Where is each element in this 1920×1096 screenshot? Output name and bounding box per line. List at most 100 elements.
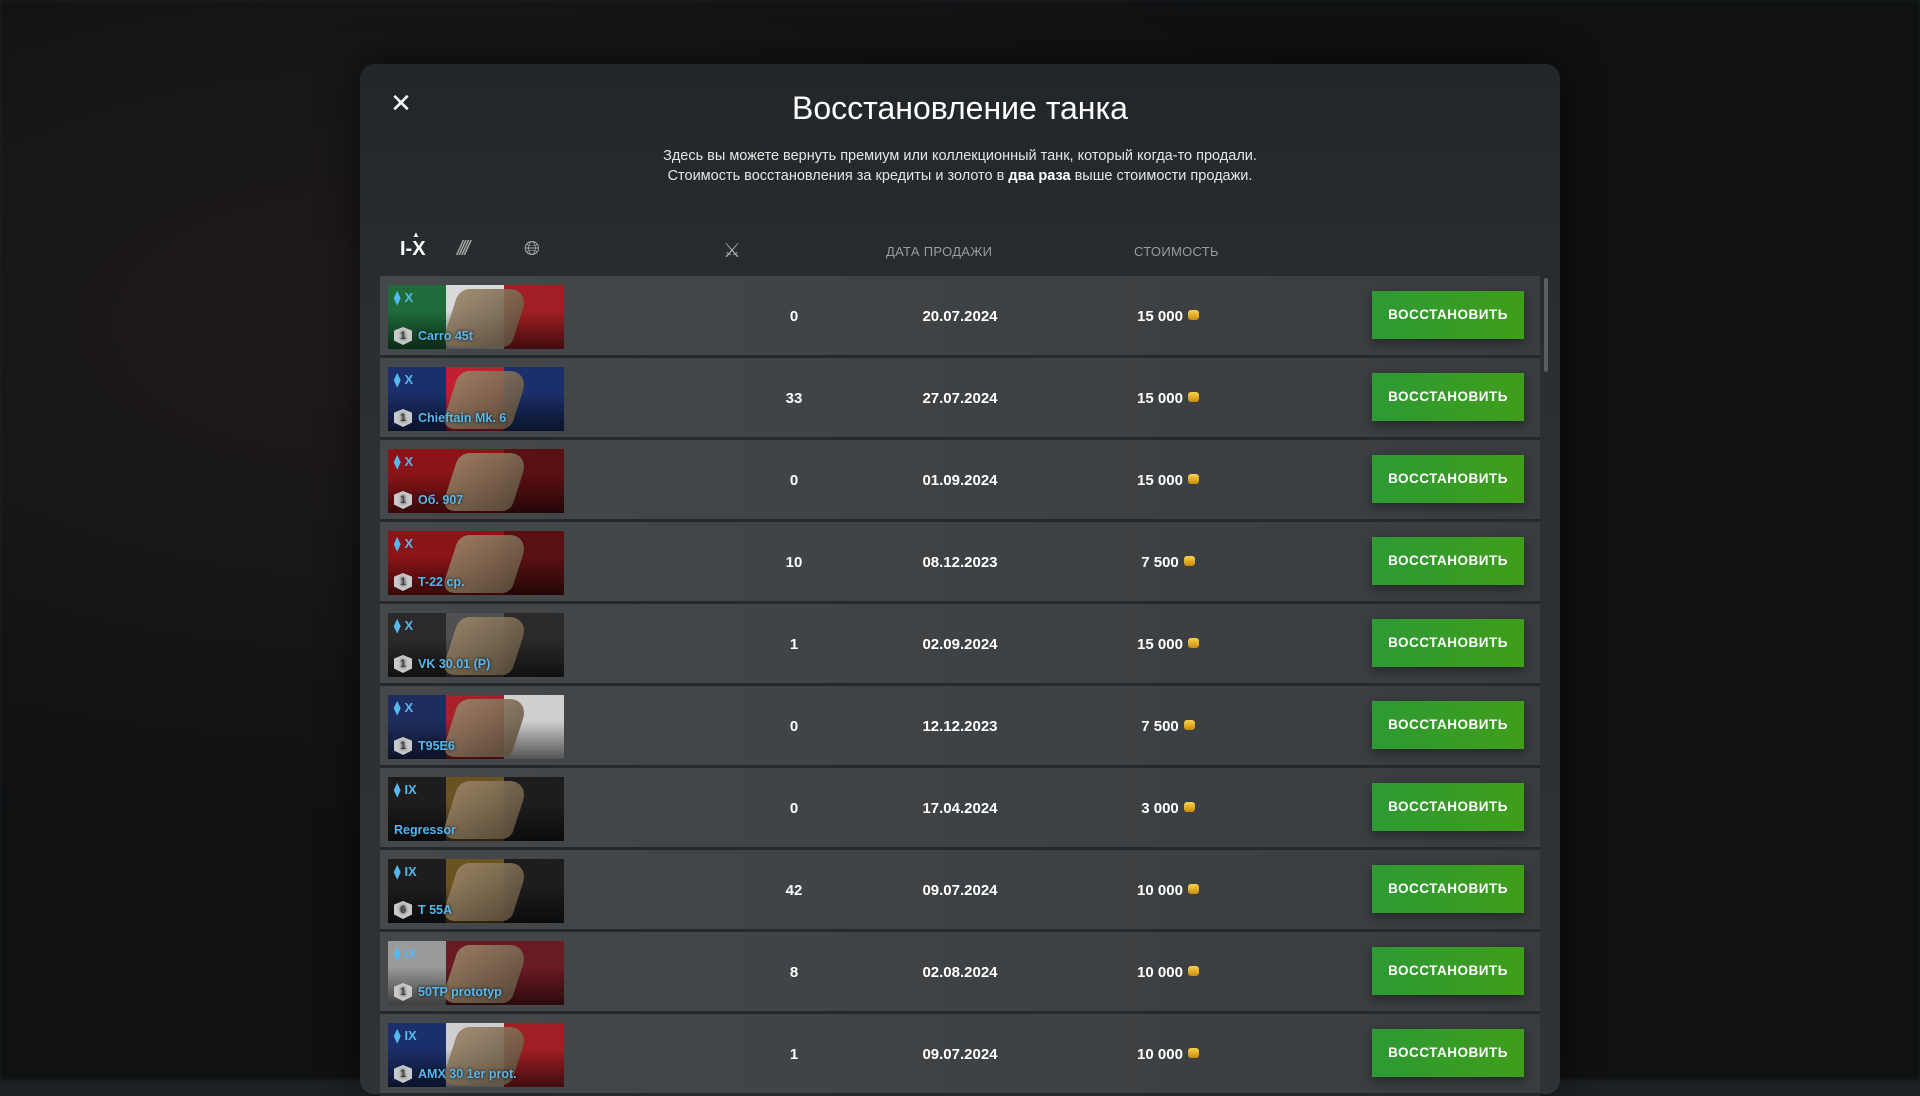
tier-value: X: [404, 618, 414, 633]
battles-count: 33: [785, 390, 803, 407]
restore-button[interactable]: ВОССТАНОВИТЬ: [1372, 865, 1524, 913]
restore-button[interactable]: ВОССТАНОВИТЬ: [1372, 701, 1524, 749]
tank-name: Regressor: [394, 823, 456, 837]
tier-label: ⧫ IX: [394, 1028, 421, 1044]
globe-icon[interactable]: 🌐︎: [524, 238, 540, 260]
premium-icon: ⧫: [394, 536, 401, 551]
sale-date: 27.07.2024: [922, 390, 998, 407]
tank-row: ⧫ X 1 VK 30.01 (P) 1 02.09.2024 15 000 ВОС…: [380, 604, 1540, 686]
tier-value: X: [404, 700, 414, 715]
restore-button[interactable]: ВОССТАНОВИТЬ: [1372, 1029, 1524, 1077]
tier-value: X: [404, 372, 414, 387]
tank-row: ⧫ X 1 Carro 45t 0 20.07.2024 15 000 ВОССТА…: [380, 276, 1540, 358]
cost-value: 15 000: [1137, 390, 1183, 407]
tank-name-text: Regressor: [394, 823, 456, 837]
battles-count: 1: [789, 1046, 799, 1063]
cost-value: 15 000: [1137, 472, 1183, 489]
tank-thumbnail: ⧫ X 1 VK 30.01 (P): [388, 613, 564, 677]
premium-icon: ⧫: [394, 1028, 401, 1043]
sale-date: 08.12.2023: [922, 554, 998, 571]
tank-name: 1 Carro 45t: [394, 327, 473, 345]
restore-cost: 7 500: [1108, 686, 1228, 768]
sort-arrow-icon: ▲: [412, 230, 420, 239]
tier-label: ⧫ IX: [394, 782, 421, 798]
restore-button[interactable]: ВОССТАНОВИТЬ: [1372, 783, 1524, 831]
restore-button[interactable]: ВОССТАНОВИТЬ: [1372, 619, 1524, 667]
close-button[interactable]: ✕: [390, 88, 412, 118]
cost-value: 10 000: [1137, 882, 1183, 899]
tank-name-text: T-22 ср.: [418, 575, 465, 589]
restore-cost: 15 000: [1108, 440, 1228, 522]
premium-icon: ⧫: [394, 782, 401, 797]
tank-name-text: VK 30.01 (P): [418, 657, 491, 671]
restore-button[interactable]: ВОССТАНОВИТЬ: [1372, 455, 1524, 503]
tank-list: ⧫ X 1 Carro 45t 0 20.07.2024 15 000 ВОССТА…: [380, 276, 1540, 1096]
tank-row: ⧫ IX 1 50TP prototyp 8 02.08.2024 10 000 В…: [380, 932, 1540, 1014]
tank-name: 1 AMX 30 1er prot.: [394, 1065, 517, 1083]
cost-value: 15 000: [1137, 308, 1183, 325]
gold-icon: [1187, 1048, 1199, 1058]
restore-button[interactable]: ВОССТАНОВИТЬ: [1372, 947, 1524, 995]
sale-date: 01.09.2024: [922, 472, 998, 489]
gold-icon: [1183, 556, 1195, 566]
tank-thumbnail: ⧫ IX 6 T 55A: [388, 859, 564, 923]
tank-name: 1 T-22 ср.: [394, 573, 465, 591]
tank-row: ⧫ IX Regressor 0 17.04.2024 3 000 ВОССТАН…: [380, 768, 1540, 850]
tier-label: ⧫ X: [394, 454, 417, 470]
description-line-1: Здесь вы можете вернуть премиум или колл…: [663, 148, 1257, 164]
restore-tank-dialog: ✕ Восстановление танка Здесь вы можете в…: [360, 64, 1560, 1096]
tier-value: IX: [404, 864, 417, 879]
tank-name: 1 VK 30.01 (P): [394, 655, 490, 673]
column-sale-date[interactable]: ДАТА ПРОДАЖИ: [886, 244, 993, 259]
text: Стоимость восстановления за кредиты и зо…: [667, 168, 1009, 184]
sale-date: 02.08.2024: [922, 964, 998, 981]
mastery-badge-icon: 1: [394, 327, 412, 345]
tank-thumbnail: ⧫ X 1 Chieftain Mk. 6: [388, 367, 564, 431]
tank-thumbnail: ⧫ X 1 Carro 45t: [388, 285, 564, 349]
tank-name-text: Об. 907: [418, 493, 464, 507]
restore-button[interactable]: ВОССТАНОВИТЬ: [1372, 373, 1524, 421]
restore-cost: 10 000: [1108, 850, 1228, 932]
premium-icon: ⧫: [394, 618, 401, 633]
emphasis: два раза: [1008, 168, 1071, 184]
restore-button[interactable]: ВОССТАНОВИТЬ: [1372, 291, 1524, 339]
mastery-badge-icon: 1: [394, 737, 412, 755]
restore-cost: 15 000: [1108, 358, 1228, 440]
tank-thumbnail: ⧫ IX 1 AMX 30 1er prot.: [388, 1023, 564, 1087]
restore-cost: 10 000: [1108, 932, 1228, 1014]
scrollbar[interactable]: [1544, 278, 1548, 372]
cost-value: 7 500: [1141, 718, 1179, 735]
tank-name-text: AMX 30 1er prot.: [418, 1067, 517, 1081]
tank-name-text: Carro 45t: [418, 329, 473, 343]
tank-name-text: 50TP prototyp: [418, 985, 502, 999]
restore-cost: 3 000: [1108, 768, 1228, 850]
premium-icon: ⧫: [394, 290, 401, 305]
column-cost[interactable]: СТОИМОСТЬ: [1134, 244, 1219, 259]
tank-thumbnail: ⧫ IX Regressor: [388, 777, 564, 841]
tank-thumbnail: ⧫ X 1 T-22 ср.: [388, 531, 564, 595]
tank-name: 6 T 55A: [394, 901, 452, 919]
mastery-badge-icon: 1: [394, 491, 412, 509]
mastery-badge-icon: 1: [394, 409, 412, 427]
tank-name-text: T95E6: [418, 739, 455, 753]
sale-date: 09.07.2024: [922, 882, 998, 899]
nation-icon[interactable]: ////: [457, 238, 470, 260]
mastery-badge-icon: 1: [394, 983, 412, 1001]
sale-date: 20.07.2024: [922, 308, 998, 325]
tank-row: ⧫ X 1 Об. 907 0 01.09.2024 15 000 ВОССТАНО…: [380, 440, 1540, 522]
battles-count: 8: [789, 964, 799, 981]
mastery-badge-icon: 6: [394, 901, 412, 919]
gold-icon: [1187, 966, 1199, 976]
mastery-badge-icon: 1: [394, 573, 412, 591]
tier-value: X: [404, 290, 414, 305]
battles-count: 10: [785, 554, 803, 571]
tier-value: IX: [404, 946, 417, 961]
tier-label: ⧫ X: [394, 700, 417, 716]
restore-button[interactable]: ВОССТАНОВИТЬ: [1372, 537, 1524, 585]
crossed-swords-icon[interactable]: ⚔︎: [723, 240, 741, 262]
premium-icon: ⧫: [394, 372, 401, 387]
tank-name: 1 50TP prototyp: [394, 983, 502, 1001]
sort-by-tier[interactable]: I-X: [400, 238, 426, 260]
mastery-badge-icon: 1: [394, 655, 412, 673]
gold-icon: [1183, 720, 1195, 730]
